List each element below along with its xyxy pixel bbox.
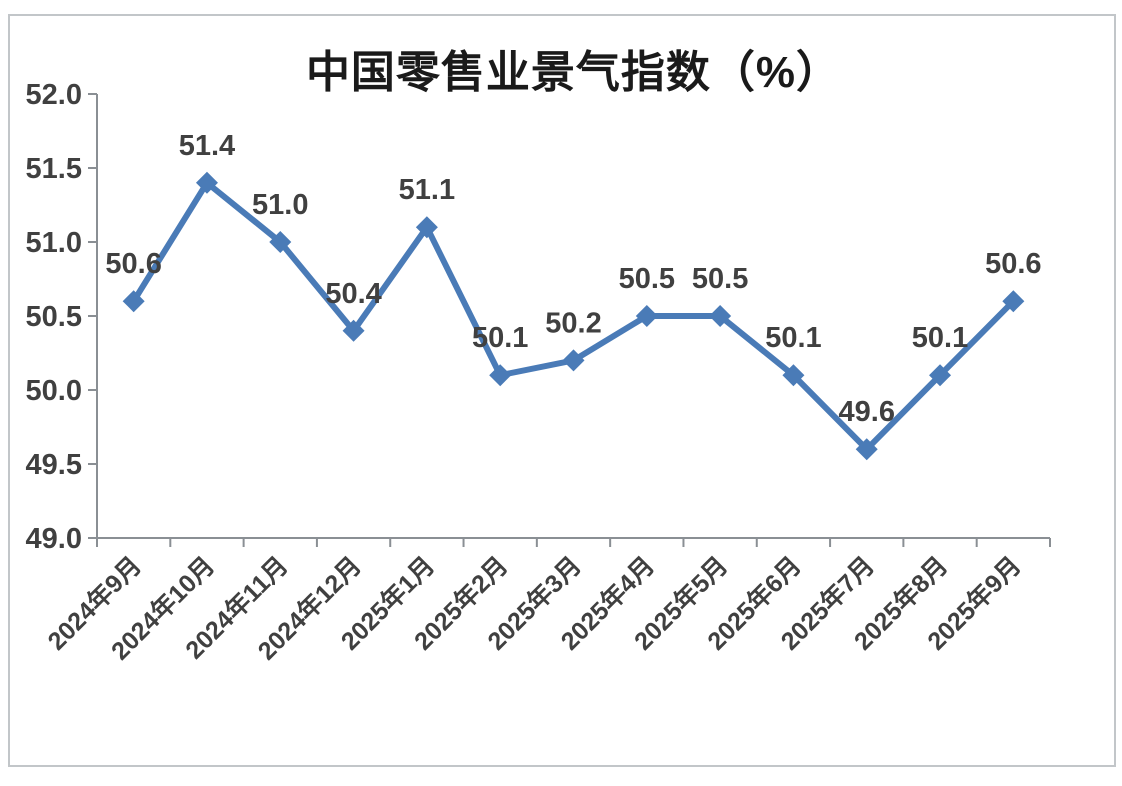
- data-point-label: 50.5: [619, 263, 675, 295]
- data-point-label: 51.1: [399, 174, 455, 206]
- data-point-marker: [709, 305, 732, 327]
- data-point-label: 51.0: [252, 189, 308, 221]
- data-point-label: 50.2: [545, 307, 601, 339]
- data-point-marker: [342, 319, 365, 342]
- data-point-marker: [195, 171, 218, 194]
- data-point-label: 50.1: [472, 322, 528, 354]
- data-point-marker: [489, 364, 512, 387]
- y-tick-label: 50.0: [26, 375, 82, 407]
- y-tick-label: 51.0: [26, 227, 82, 259]
- data-point-marker: [562, 349, 585, 372]
- y-tick-label: 51.5: [26, 153, 82, 185]
- data-point-marker: [269, 231, 292, 253]
- data-point-marker: [635, 305, 658, 327]
- data-point-label: 50.6: [985, 248, 1041, 280]
- data-point-marker: [855, 438, 878, 461]
- data-point-label: 50.1: [765, 322, 821, 354]
- y-tick-label: 49.5: [26, 449, 82, 481]
- data-point-label: 50.4: [325, 278, 381, 310]
- data-point-marker: [122, 290, 145, 313]
- y-tick-label: 50.5: [26, 301, 82, 333]
- data-point-marker: [415, 216, 438, 239]
- y-tick-label: 49.0: [26, 523, 82, 555]
- data-point-marker: [929, 364, 952, 387]
- data-point-label: 50.5: [692, 263, 748, 295]
- data-point-marker: [1002, 290, 1025, 313]
- data-point-label: 51.4: [179, 130, 235, 162]
- data-point-label: 50.1: [912, 322, 968, 354]
- chart-title: 中国零售业景气指数（%）: [305, 48, 842, 97]
- y-tick-label: 52.0: [26, 79, 82, 111]
- chart-frame: [8, 14, 1116, 767]
- data-point-marker: [782, 364, 805, 387]
- data-point-label: 50.6: [105, 248, 161, 280]
- data-point-label: 49.6: [839, 396, 895, 428]
